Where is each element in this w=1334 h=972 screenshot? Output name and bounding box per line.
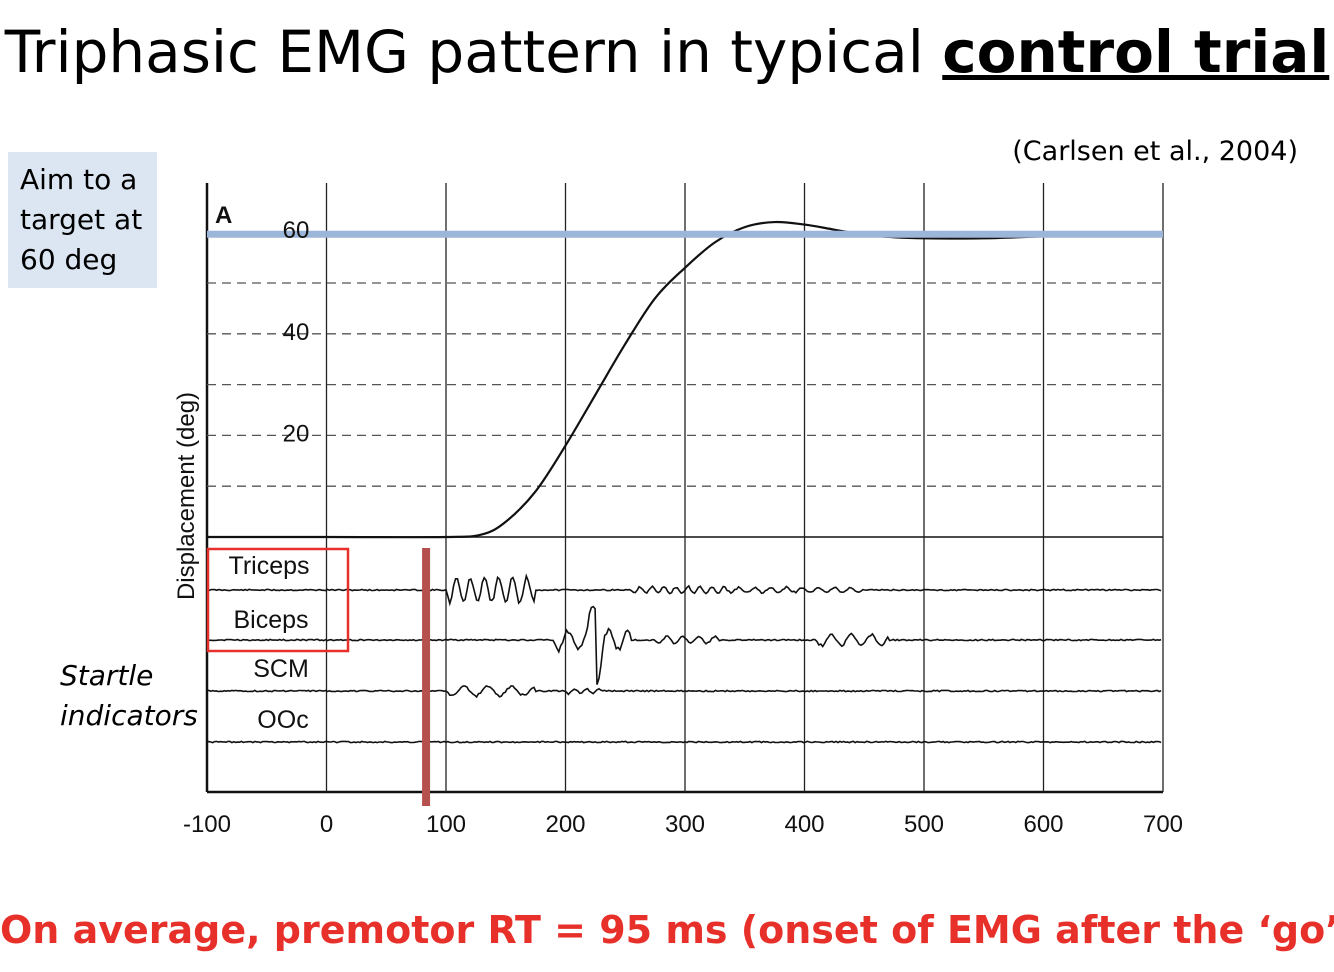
- x-tick-label: 400: [784, 811, 824, 838]
- emg-channel-label-triceps: Triceps: [228, 552, 309, 580]
- emg-trace-scm: [206, 684, 1162, 699]
- emg-channel-label-bg: [224, 606, 318, 634]
- emg-channel-label-biceps: Biceps: [233, 606, 308, 634]
- emg-trace-triceps: [206, 573, 1162, 607]
- y-tick-label: 40: [283, 319, 310, 346]
- citation: (Carlsen et al., 2004): [1012, 136, 1298, 167]
- chart-labels: -100 0 100 200 300 400 500 600 700 20 40 60 Displace…: [173, 202, 1183, 838]
- x-tick-label: 200: [545, 811, 585, 838]
- aim-callout-text: Aim to a target at 60 deg: [20, 163, 143, 276]
- chart-series: [207, 220, 1164, 539]
- emg-trace-ooc: [206, 740, 1162, 744]
- x-tick-label: 300: [665, 811, 705, 838]
- startle-indicators-label: Startle indicators: [60, 659, 198, 732]
- emg-channel-label-bg: [257, 706, 309, 734]
- emg-channel-label-bg: [255, 655, 307, 683]
- displacement-emg-chart: -100 0 100 200 300 400 500 600 700 20 40 60 Displace…: [173, 183, 1183, 838]
- emg-traces: [206, 573, 1162, 744]
- slide-title-emphasis: control trial: [942, 18, 1330, 86]
- y-tick-label: 60: [283, 217, 310, 244]
- panel-label: A: [215, 202, 232, 229]
- highlight-box: [206, 547, 350, 653]
- x-tick-label: 600: [1023, 811, 1063, 838]
- x-tick-label: 0: [320, 811, 333, 838]
- displacement-series: [207, 220, 1164, 539]
- x-tick-label: 100: [426, 811, 466, 838]
- aim-callout-box: Aim to a target at 60 deg: [8, 152, 157, 288]
- emg-channel-label-bg: [215, 552, 323, 580]
- x-tick-label: 500: [904, 811, 944, 838]
- slide-title: Triphasic EMG pattern in typical control…: [0, 18, 1334, 86]
- x-tick-label: -100: [183, 811, 231, 838]
- chart-overlays: [206, 230, 1163, 806]
- y-axis-title: Displacement (deg): [173, 392, 200, 600]
- y-tick-label: 20: [283, 420, 310, 447]
- x-tick-label: 700: [1143, 811, 1183, 838]
- emg-channel-label-ooc: OOc: [257, 706, 308, 734]
- slide-title-main: Triphasic EMG pattern in typical: [4, 18, 943, 86]
- chart-grid: [205, 183, 1164, 794]
- emg-channel-label-scm: SCM: [253, 655, 309, 683]
- emg-trace-biceps: [206, 605, 1162, 685]
- bottom-note: On average, premotor RT = 95 ms (onset o…: [0, 908, 1334, 952]
